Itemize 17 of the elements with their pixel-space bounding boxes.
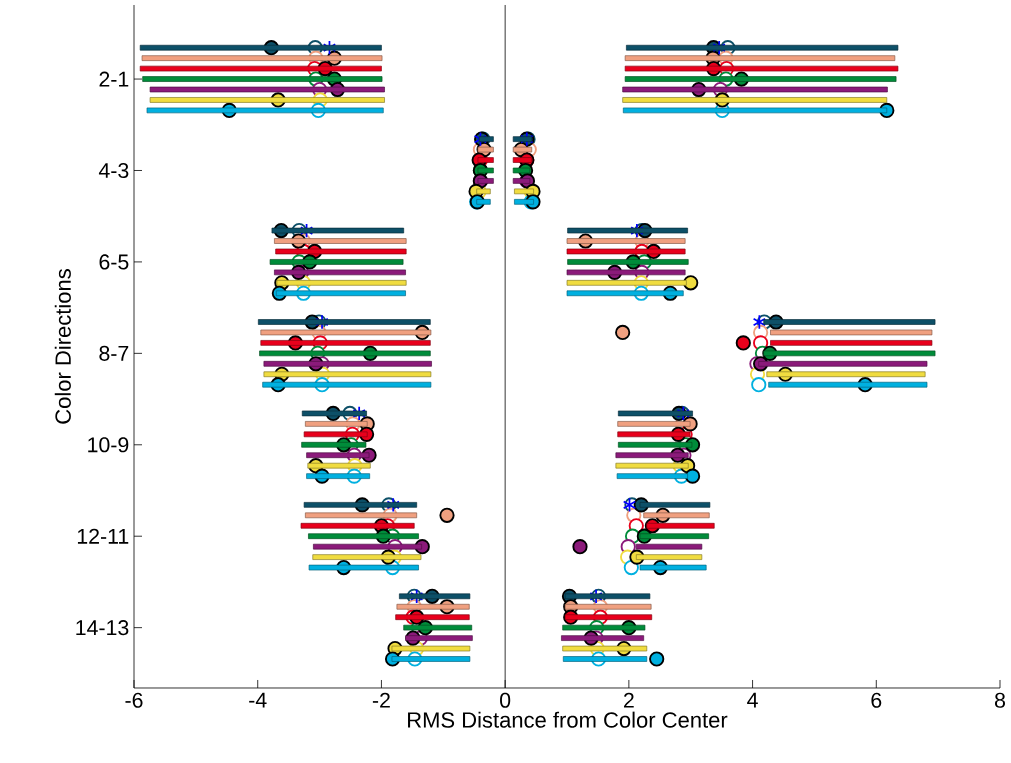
y-tick-label: 14-13 [76,620,129,636]
x-tick-label: 8 [994,692,1006,708]
x-tick-label: 2 [623,692,634,708]
y-axis-title: Color Directions [54,269,71,424]
y-tick-label: 12-11 [77,528,129,544]
y-tick-label: 10-9 [88,437,129,453]
x-tick-label: -6 [125,692,143,708]
y-tick-label: 8-7 [99,345,129,361]
x-tick-label: 0 [500,692,511,708]
y-tick-label: 6-5 [99,254,129,270]
x-tick-label: -4 [249,692,267,708]
x-tick-label: -2 [372,692,390,708]
y-tick-label: 2-1 [99,71,129,87]
y-tick-label: 4-3 [98,162,129,179]
x-tick-label: 6 [871,692,882,708]
x-tick-label: 4 [747,692,758,708]
x-axis-title: RMS Distance from Color Center [408,711,728,728]
